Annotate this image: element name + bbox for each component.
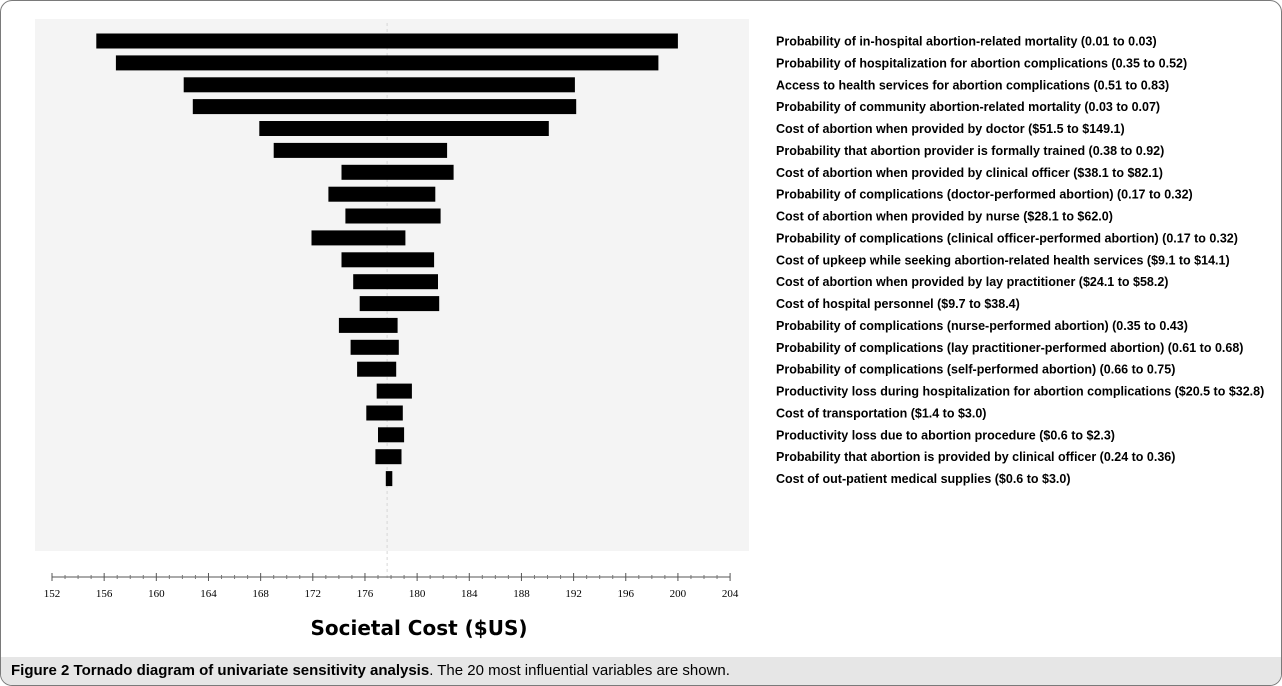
caption-figure-label: Figure 2 xyxy=(11,662,70,679)
bar-label-13: Cost of hospital personnel ($9.7 to $38.… xyxy=(776,297,1020,311)
x-tick-label-172: 172 xyxy=(305,588,322,600)
figure-caption: Figure 2 Tornado diagram of univariate s… xyxy=(1,657,1281,685)
x-tick-label-188: 188 xyxy=(513,588,530,600)
x-tick-label-200: 200 xyxy=(670,588,687,600)
tornado-bar-19 xyxy=(378,427,405,443)
tornado-bar-21 xyxy=(385,471,393,487)
x-axis: 152 156 160 164 168 172 176 180 184 188 192 196 200 2… xyxy=(44,573,739,600)
tornado-bar-5 xyxy=(259,121,549,136)
tornado-bar-10 xyxy=(311,230,406,246)
bar-label-5: Cost of abortion when provided by doctor… xyxy=(776,122,1125,136)
x-tick-label-192: 192 xyxy=(565,588,582,600)
x-tick-label-180: 180 xyxy=(409,588,426,600)
bar-label-7: Cost of abortion when provided by clinic… xyxy=(776,166,1163,180)
tornado-bar-18 xyxy=(366,405,403,421)
bar-label-11: Cost of upkeep while seeking abortion-re… xyxy=(776,253,1230,267)
x-tick-label-168: 168 xyxy=(252,588,269,600)
tornado-bar-12 xyxy=(353,274,438,290)
bar-label-17: Productivity loss during hospitalization… xyxy=(776,385,1264,399)
tornado-bar-6 xyxy=(273,142,448,158)
x-tick-label-156: 156 xyxy=(96,588,113,600)
bar-label-14: Probability of complications (nurse-perf… xyxy=(776,319,1188,333)
x-tick-label-160: 160 xyxy=(148,588,165,600)
tornado-bar-7 xyxy=(341,164,454,180)
bar-label-3: Access to health services for abortion c… xyxy=(776,78,1169,92)
bar-label-16: Probability of complications (self-perfo… xyxy=(776,363,1175,377)
tornado-bar-8 xyxy=(328,186,436,202)
caption-text: . The 20 most influential variables are … xyxy=(429,662,730,679)
x-tick-label-176: 176 xyxy=(357,588,374,600)
bar-label-12: Cost of abortion when provided by lay pr… xyxy=(776,275,1168,289)
bar-label-15: Probability of complications (lay practi… xyxy=(776,341,1243,355)
bar-label-1: Probability of in-hospital abortion-rela… xyxy=(776,35,1157,49)
tornado-bar-20 xyxy=(375,449,402,465)
tornado-bar-15 xyxy=(350,339,399,355)
bar-label-21: Cost of out-patient medical supplies ($0… xyxy=(776,472,1071,486)
bars-group xyxy=(96,33,678,487)
bar-label-20: Probability that abortion is provided by… xyxy=(776,450,1175,464)
bar-label-8: Probability of complications (doctor-per… xyxy=(776,188,1193,202)
tornado-bar-9 xyxy=(345,208,441,224)
tornado-bar-13 xyxy=(359,296,440,312)
tornado-chart: Probability of in-hospital abortion-rela… xyxy=(35,19,1264,640)
tornado-bar-2 xyxy=(115,55,659,71)
tornado-bar-3 xyxy=(183,77,575,93)
tornado-bar-4 xyxy=(192,99,577,115)
tornado-bar-11 xyxy=(341,252,435,268)
bar-label-10: Probability of complications (clinical o… xyxy=(776,231,1238,245)
bar-label-9: Cost of abortion when provided by nurse … xyxy=(776,210,1113,224)
tornado-bar-1 xyxy=(96,33,678,49)
x-tick-label-164: 164 xyxy=(200,588,217,600)
bar-labels-group: Probability of in-hospital abortion-rela… xyxy=(776,35,1264,487)
x-tick-label-152: 152 xyxy=(44,588,61,600)
tornado-bar-17 xyxy=(376,383,412,399)
bar-label-6: Probability that abortion provider is fo… xyxy=(776,144,1164,158)
x-tick-label-184: 184 xyxy=(461,588,478,600)
tornado-bar-16 xyxy=(357,361,397,377)
caption-title: Tornado diagram of univariate sensitivit… xyxy=(73,662,430,679)
x-tick-label-204: 204 xyxy=(722,588,739,600)
bar-label-4: Probability of community abortion-relate… xyxy=(776,100,1160,114)
x-tick-label-196: 196 xyxy=(618,588,635,600)
tornado-bar-14 xyxy=(338,317,398,333)
bar-label-19: Productivity loss due to abortion proced… xyxy=(776,428,1115,442)
bar-label-18: Cost of transportation ($1.4 to $3.0) xyxy=(776,407,986,421)
bar-label-2: Probability of hospitalization for abort… xyxy=(776,56,1187,70)
x-axis-title: Societal Cost ($US) xyxy=(311,616,528,640)
